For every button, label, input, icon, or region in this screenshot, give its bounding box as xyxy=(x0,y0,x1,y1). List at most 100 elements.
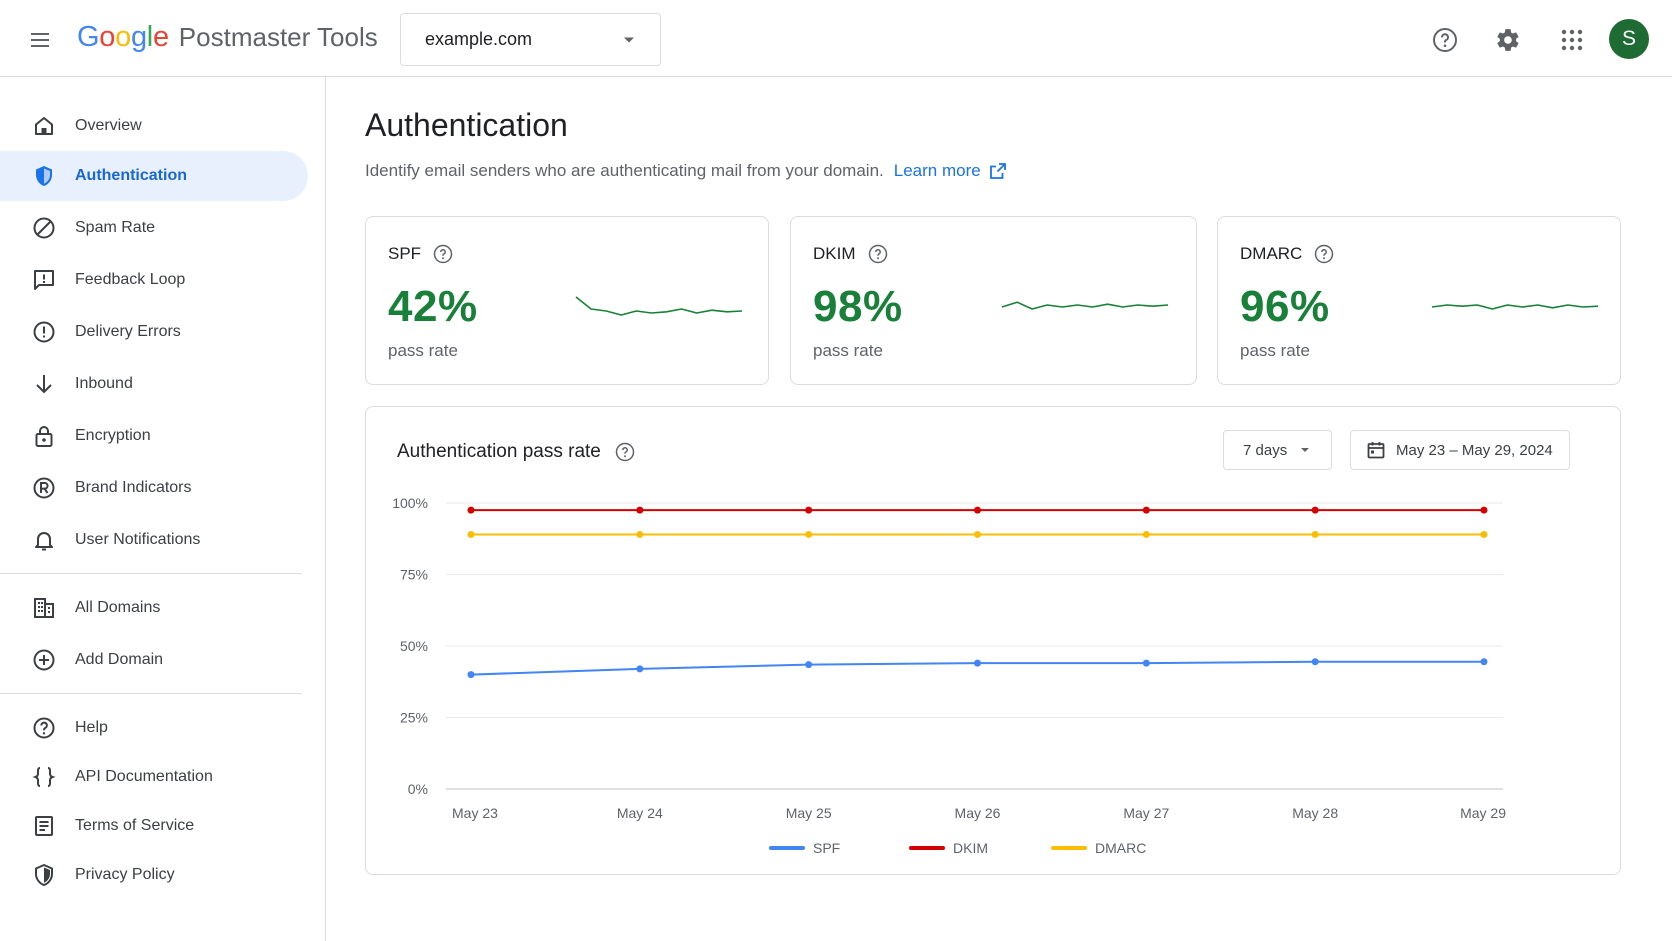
postmaster-logo[interactable]: Google Postmaster Tools xyxy=(77,21,378,59)
data-point-dkim[interactable] xyxy=(1142,506,1150,514)
gear-icon xyxy=(1497,29,1519,51)
data-point-dmarc[interactable] xyxy=(1311,530,1319,538)
dkim-card-header: DKIM xyxy=(813,244,888,264)
page-title: Authentication xyxy=(365,107,568,143)
sidebar-item-authentication[interactable]: Authentication xyxy=(0,151,308,201)
dmarc-help-button[interactable] xyxy=(1314,244,1334,264)
calendar-icon xyxy=(1367,442,1385,459)
x-tick-label: May 25 xyxy=(786,805,832,821)
dkim-help-button[interactable] xyxy=(868,244,888,264)
sidebar-item-user-notifications[interactable]: User Notifications xyxy=(0,515,308,565)
dkim-sparkline xyxy=(1001,301,1169,310)
google-wordmark: Google xyxy=(77,21,169,54)
data-point-spf[interactable] xyxy=(636,665,644,673)
sidebar: Overview Authentication Spam Rate Feedba… xyxy=(0,77,326,941)
x-tick-label: May 27 xyxy=(1123,805,1169,821)
sidebar-item-help[interactable]: Help xyxy=(0,703,308,753)
learn-more-link[interactable]: Learn more xyxy=(894,161,1007,181)
help-button[interactable] xyxy=(1426,21,1464,59)
code-braces-icon xyxy=(30,763,58,791)
data-point-dmarc[interactable] xyxy=(636,530,644,538)
add-circle-icon xyxy=(30,646,58,674)
legend-label: DKIM xyxy=(953,840,988,856)
sidebar-item-terms-of-service[interactable]: Terms of Service xyxy=(0,801,308,851)
data-point-spf[interactable] xyxy=(1142,659,1150,667)
card-percentage: 98% xyxy=(813,282,903,331)
account-avatar[interactable]: S xyxy=(1609,19,1649,59)
sidebar-item-label: Feedback Loop xyxy=(75,271,186,288)
sidebar-item-overview[interactable]: Overview xyxy=(0,101,308,151)
sidebar-item-inbound[interactable]: Inbound xyxy=(0,359,308,409)
data-point-dkim[interactable] xyxy=(805,506,813,514)
sidebar-item-delivery-errors[interactable]: Delivery Errors xyxy=(0,307,308,357)
error-icon xyxy=(30,318,58,346)
sidebar-item-label: API Documentation xyxy=(75,768,213,785)
domain-selector-value: example.com xyxy=(425,29,533,49)
chart-header: Authentication pass rate xyxy=(397,441,635,463)
sidebar-item-all-domains[interactable]: All Domains xyxy=(0,583,308,633)
apps-button[interactable] xyxy=(1553,21,1591,59)
help-icon xyxy=(30,714,58,742)
data-point-dkim[interactable] xyxy=(636,506,644,514)
sidebar-item-label: Terms of Service xyxy=(75,817,195,834)
chart-help-button[interactable] xyxy=(615,442,635,462)
data-point-dkim[interactable] xyxy=(1311,506,1319,514)
dropdown-arrow-icon xyxy=(1301,448,1310,452)
sidebar-item-feedback-loop[interactable]: Feedback Loop xyxy=(0,255,308,305)
date-range-picker[interactable]: May 23 – May 29, 2024 xyxy=(1350,430,1570,470)
data-point-dmarc[interactable] xyxy=(805,530,813,538)
legend-item-dmarc[interactable]: DMARC xyxy=(1051,840,1146,856)
google-logo-letter: e xyxy=(152,21,169,53)
feedback-icon xyxy=(30,266,58,294)
sparkline-path xyxy=(575,296,743,316)
card-title: DKIM xyxy=(813,244,856,263)
sidebar-item-privacy-policy[interactable]: Privacy Policy xyxy=(0,850,308,900)
data-point-spf[interactable] xyxy=(1480,658,1488,666)
main-content: Authentication Identify email senders wh… xyxy=(327,77,1672,941)
date-range-value: May 23 – May 29, 2024 xyxy=(1396,441,1553,459)
main-menu-button[interactable] xyxy=(22,22,58,58)
domain-selector[interactable]: example.com xyxy=(400,13,661,66)
data-point-dmarc[interactable] xyxy=(1142,530,1150,538)
legend-label: DMARC xyxy=(1095,840,1146,856)
google-logo-letter: g xyxy=(130,21,147,53)
legend-item-dkim[interactable]: DKIM xyxy=(909,840,988,856)
google-logo-letter: o xyxy=(115,21,131,53)
x-tick-label: May 23 xyxy=(452,805,498,821)
card-title: DMARC xyxy=(1240,244,1303,263)
sparkline-path xyxy=(1431,304,1599,310)
sidebar-item-encryption[interactable]: Encryption xyxy=(0,411,308,461)
data-point-dkim[interactable] xyxy=(974,506,981,514)
data-point-dmarc[interactable] xyxy=(974,530,981,538)
document-icon xyxy=(30,812,58,840)
registered-icon xyxy=(30,474,58,502)
card-caption: pass rate xyxy=(813,341,883,360)
data-point-spf[interactable] xyxy=(805,661,813,669)
sidebar-item-add-domain[interactable]: Add Domain xyxy=(0,635,308,685)
data-point-dkim[interactable] xyxy=(1480,506,1488,514)
data-point-dkim[interactable] xyxy=(467,506,475,514)
pass-rate-chart: 100% 75% 50% 25% 0% May 23 May 24 May 25 May 26 M… xyxy=(392,495,1506,856)
sidebar-divider xyxy=(0,573,302,574)
legend-item-spf[interactable]: SPF xyxy=(769,840,840,856)
time-range-value: 7 days xyxy=(1243,441,1288,459)
sparkline-path xyxy=(1001,301,1169,310)
card-percentage: 42% xyxy=(388,282,478,331)
dmarc-card-header: DMARC xyxy=(1240,244,1334,264)
sidebar-item-spam-rate[interactable]: Spam Rate xyxy=(0,203,308,253)
data-point-dmarc[interactable] xyxy=(467,530,475,538)
sidebar-item-api-documentation[interactable]: API Documentation xyxy=(0,752,308,802)
sidebar-item-brand-indicators[interactable]: Brand Indicators xyxy=(0,463,308,513)
y-tick-label: 50% xyxy=(400,638,428,654)
settings-button[interactable] xyxy=(1489,21,1527,59)
spf-help-button[interactable] xyxy=(433,244,453,264)
data-point-dmarc[interactable] xyxy=(1480,530,1488,538)
data-point-spf[interactable] xyxy=(1311,658,1319,666)
sidebar-item-label: Delivery Errors xyxy=(75,323,181,340)
google-logo-letter: o xyxy=(99,21,116,53)
data-point-spf[interactable] xyxy=(974,659,981,667)
sidebar-item-label: Overview xyxy=(75,117,142,134)
data-point-spf[interactable] xyxy=(467,671,475,679)
time-range-select[interactable]: 7 days xyxy=(1223,430,1332,470)
sidebar-item-label: Brand Indicators xyxy=(75,479,192,496)
